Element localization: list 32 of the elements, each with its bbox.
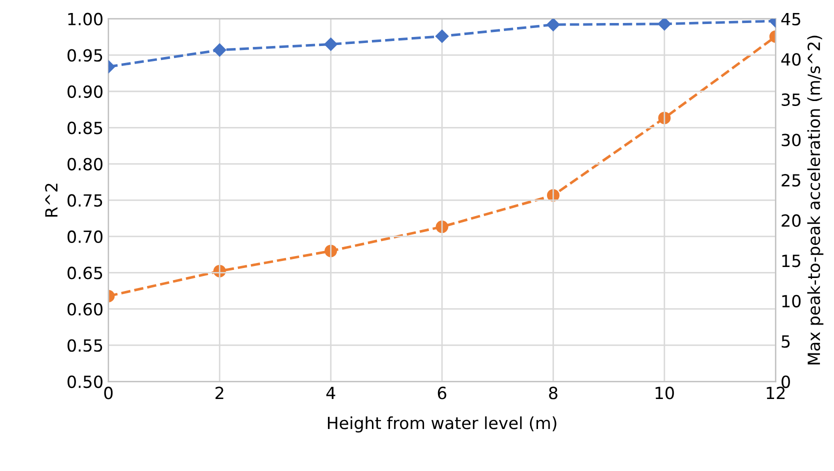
y2-tick-label: 45 (781, 13, 800, 26)
y-tick-label: 0.85 (68, 122, 102, 134)
y2-axis-title: Max peak-to-peak acceleration (m/s^2) (807, 36, 824, 364)
point (436, 220, 448, 234)
y-tick-label: 0.55 (68, 339, 102, 352)
y2-tick-label: 35 (782, 93, 800, 106)
y-tick-label: 0.75 (68, 194, 102, 207)
x-tick-label: 10 (656, 386, 674, 400)
x-tick-label: 8 (549, 386, 558, 400)
y2-tick-label: 10 (782, 294, 801, 308)
y2-tick-label: 40 (781, 53, 801, 66)
y-tick-label: 0.90 (68, 85, 102, 98)
y-axis-title: R^2 (45, 184, 58, 217)
x-tick-label: 6 (438, 386, 446, 400)
y2-tick-label: 25 (782, 174, 800, 187)
y2-tick-label: 5 (782, 335, 790, 348)
y-tick-label: 0.50 (68, 375, 102, 388)
y2-tick-label: 0 (782, 375, 790, 388)
y-tick-label: 0.70 (68, 230, 102, 244)
x-axis-title: Height from water level (m) (328, 416, 556, 433)
x-tick-label: 4 (326, 386, 336, 400)
y-tick-label: 1.00 (68, 12, 102, 26)
y-tick-label: 0.95 (68, 49, 102, 62)
x-tick-label: 2 (216, 386, 224, 400)
y2-tick-label: 15 (782, 254, 800, 268)
y2-tick-label: 30 (782, 134, 801, 146)
y-tick-label: 0.65 (68, 266, 102, 280)
x-tick-label: 0 (104, 386, 113, 400)
y2-tick-label: 20 (782, 214, 801, 227)
x-tick-label: 12 (766, 386, 785, 400)
y-tick-label: 0.60 (68, 302, 102, 316)
y-tick-label: 0.80 (68, 158, 102, 170)
